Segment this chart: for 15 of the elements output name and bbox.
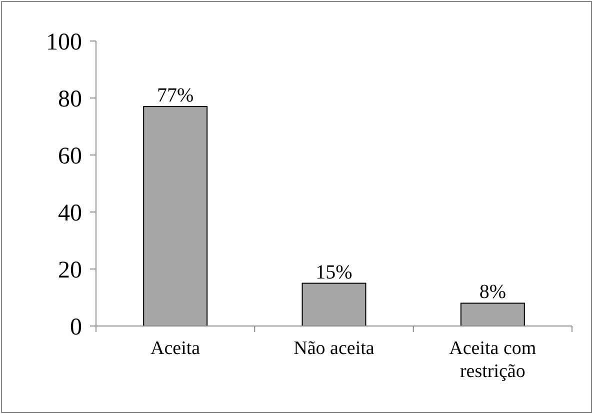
data-label: 8%: [479, 281, 506, 304]
bar: [302, 282, 366, 326]
y-tick-label: 0: [70, 314, 82, 340]
y-tick-label: 100: [46, 29, 82, 56]
y-tick-label: 80: [58, 86, 82, 112]
data-label: 77%: [156, 84, 194, 107]
x-tick-label: Aceita com restrição: [449, 338, 536, 382]
y-tick-label: 60: [58, 143, 82, 170]
data-label: 15%: [316, 261, 352, 284]
x-tick-label: Não aceita: [294, 338, 375, 359]
bar: [143, 106, 208, 326]
y-tick-label: 20: [58, 257, 82, 284]
bar: [460, 302, 525, 326]
x-tick-label: Aceita: [150, 338, 201, 359]
y-tick-label: 40: [58, 200, 82, 226]
